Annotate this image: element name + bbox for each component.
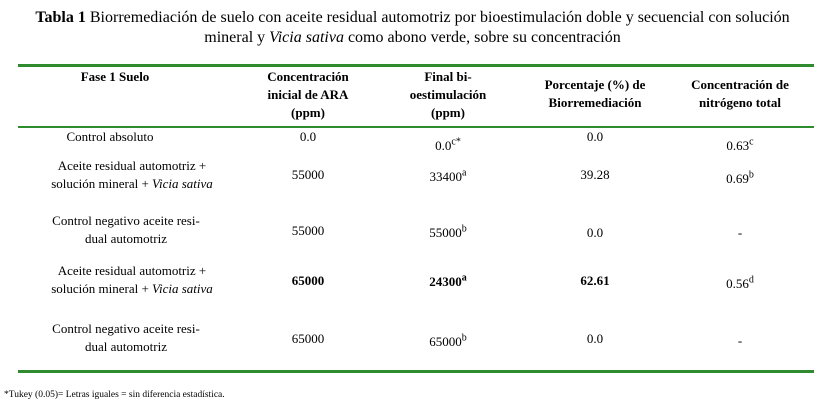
row-4-initial: 65000 bbox=[291, 273, 325, 288]
row-5-final: 65000b bbox=[378, 333, 518, 351]
row-2-nitrogen-value: 0.69 bbox=[726, 171, 749, 186]
header-fase-text: Fase 1 Suelo bbox=[80, 69, 150, 84]
row-4-final: 24300a bbox=[378, 273, 518, 291]
caption-text-1: Biorremediación de suelo con aceite resi… bbox=[85, 9, 790, 26]
row-3-nitrogen: - bbox=[670, 224, 810, 242]
row-1-initial: 0.0 bbox=[299, 129, 317, 144]
row-3-final-value: 55000 bbox=[429, 225, 462, 240]
table-caption: Tabla 1 Biorremediación de suelo con ace… bbox=[0, 8, 825, 48]
row-1-percent: 0.0 bbox=[586, 129, 604, 144]
header-final-line1: Final bi- bbox=[424, 69, 472, 84]
row-1-nitrogen-value: 0.63 bbox=[726, 138, 750, 153]
row-5-nitrogen-value: - bbox=[737, 333, 743, 348]
caption-text-3: como abono verde, sobre su concentración bbox=[343, 29, 621, 46]
header-nitrogeno: Concentración de nitrógeno total bbox=[670, 76, 810, 112]
header-fase: Fase 1 Suelo bbox=[40, 68, 190, 86]
row-4-nitrogen-sup: d bbox=[748, 274, 754, 286]
header-porcentaje-line2: Biorremediación bbox=[548, 95, 642, 110]
row-4-name: Aceite residual automotriz + solución mi… bbox=[0, 262, 264, 298]
row-1-name: Control absoluto bbox=[0, 128, 220, 146]
header-nitrogeno-line1: Concentración de bbox=[691, 77, 789, 92]
row-3-nitrogen-value: - bbox=[737, 225, 743, 240]
header-nitrogeno-line2: nitrógeno total bbox=[699, 95, 781, 110]
row-4-percent: 62.61 bbox=[580, 273, 610, 288]
row-2-nitrogen: 0.69b bbox=[670, 170, 810, 188]
caption-text-2: mineral y bbox=[204, 29, 270, 46]
row-1-final-sup: c* bbox=[451, 136, 461, 148]
row-2-nitrogen-sup: b bbox=[748, 169, 754, 181]
row-4-nitrogen: 0.56d bbox=[670, 275, 810, 293]
row-5-name-line2: dual automotriz bbox=[85, 339, 167, 354]
row-4-name-line1: Aceite residual automotriz + bbox=[57, 263, 207, 278]
row-2-final-sup: a bbox=[462, 167, 467, 179]
row-5-initial: 65000 bbox=[291, 331, 325, 346]
row-3-name-line1: Control negativo aceite resi- bbox=[52, 213, 200, 228]
row-5-name-line1: Control negativo aceite resi- bbox=[52, 321, 200, 336]
row-3-final-sup: b bbox=[461, 223, 467, 235]
row-5-final-value: 65000 bbox=[429, 334, 462, 349]
row-4-name-line2: solución mineral + Vicia sativa bbox=[0, 280, 264, 298]
row-4-final-value: 24300 bbox=[429, 274, 462, 289]
row-2-name-line1: Aceite residual automotriz + bbox=[57, 158, 207, 173]
row-3-final: 55000b bbox=[378, 224, 518, 242]
header-porcentaje: Porcentaje (%) de Biorremediación bbox=[520, 76, 670, 112]
row-4-name-italic: Vicia sativa bbox=[152, 281, 213, 296]
header-porcentaje-line1: Porcentaje (%) de bbox=[544, 77, 646, 92]
caption-species: Vicia sativa bbox=[269, 29, 344, 46]
row-4-name-line2-text: solución mineral + bbox=[51, 281, 153, 296]
caption-label: Tabla 1 bbox=[35, 9, 86, 26]
row-3-name-line2: dual automotriz bbox=[85, 231, 167, 246]
row-3-percent: 0.0 bbox=[586, 225, 604, 240]
row-4-nitrogen-value: 0.56 bbox=[726, 276, 749, 291]
top-rule bbox=[18, 64, 814, 67]
header-concentracion-inicial-line3: (ppm) bbox=[291, 105, 325, 120]
header-concentracion-inicial-line2: inicial de ARA bbox=[267, 87, 349, 102]
row-2-percent: 39.28 bbox=[580, 167, 610, 182]
header-concentracion-inicial-line1: Concentración bbox=[267, 69, 349, 84]
row-5-name: Control negativo aceite resi- dual autom… bbox=[0, 320, 252, 356]
row-5-final-sup: b bbox=[461, 332, 467, 344]
header-final-bioestimulacion: Final bi- oestimulación (ppm) bbox=[378, 68, 518, 122]
footnote: *Tukey (0.05)= Letras iguales = sin dife… bbox=[4, 390, 225, 400]
row-2-final-value: 33400 bbox=[429, 169, 463, 184]
row-2-name-line2: solución mineral + Vicia sativa bbox=[0, 175, 264, 193]
bottom-rule bbox=[18, 370, 814, 373]
row-4-final-sup: a bbox=[461, 272, 467, 284]
row-3-initial: 55000 bbox=[291, 223, 325, 238]
caption-line-2: mineral y Vicia sativa como abono verde,… bbox=[0, 28, 825, 48]
header-concentracion-inicial: Concentración inicial de ARA (ppm) bbox=[238, 68, 378, 122]
row-1-name-line1: Control absoluto bbox=[66, 129, 154, 144]
row-1-final: 0.0c* bbox=[378, 137, 518, 155]
row-2-final: 33400a bbox=[378, 168, 518, 186]
row-3-name: Control negativo aceite resi- dual autom… bbox=[0, 212, 252, 248]
row-5-percent: 0.0 bbox=[586, 331, 604, 346]
row-1-nitrogen: 0.63c bbox=[670, 137, 810, 155]
row-2-name-line2-text: solución mineral + bbox=[51, 176, 153, 191]
row-2-name-italic: Vicia sativa bbox=[152, 176, 213, 191]
header-rule bbox=[18, 126, 814, 128]
row-5-nitrogen: - bbox=[670, 332, 810, 350]
row-2-name: Aceite residual automotriz + solución mi… bbox=[0, 157, 264, 193]
header-final-line3: (ppm) bbox=[431, 105, 465, 120]
header-final-line2: oestimulación bbox=[409, 87, 487, 102]
row-2-initial: 55000 bbox=[291, 167, 325, 182]
row-1-nitrogen-sup: c bbox=[749, 136, 754, 148]
row-1-final-value: 0.0 bbox=[435, 138, 452, 153]
caption-line-1: Tabla 1 Biorremediación de suelo con ace… bbox=[0, 8, 825, 28]
